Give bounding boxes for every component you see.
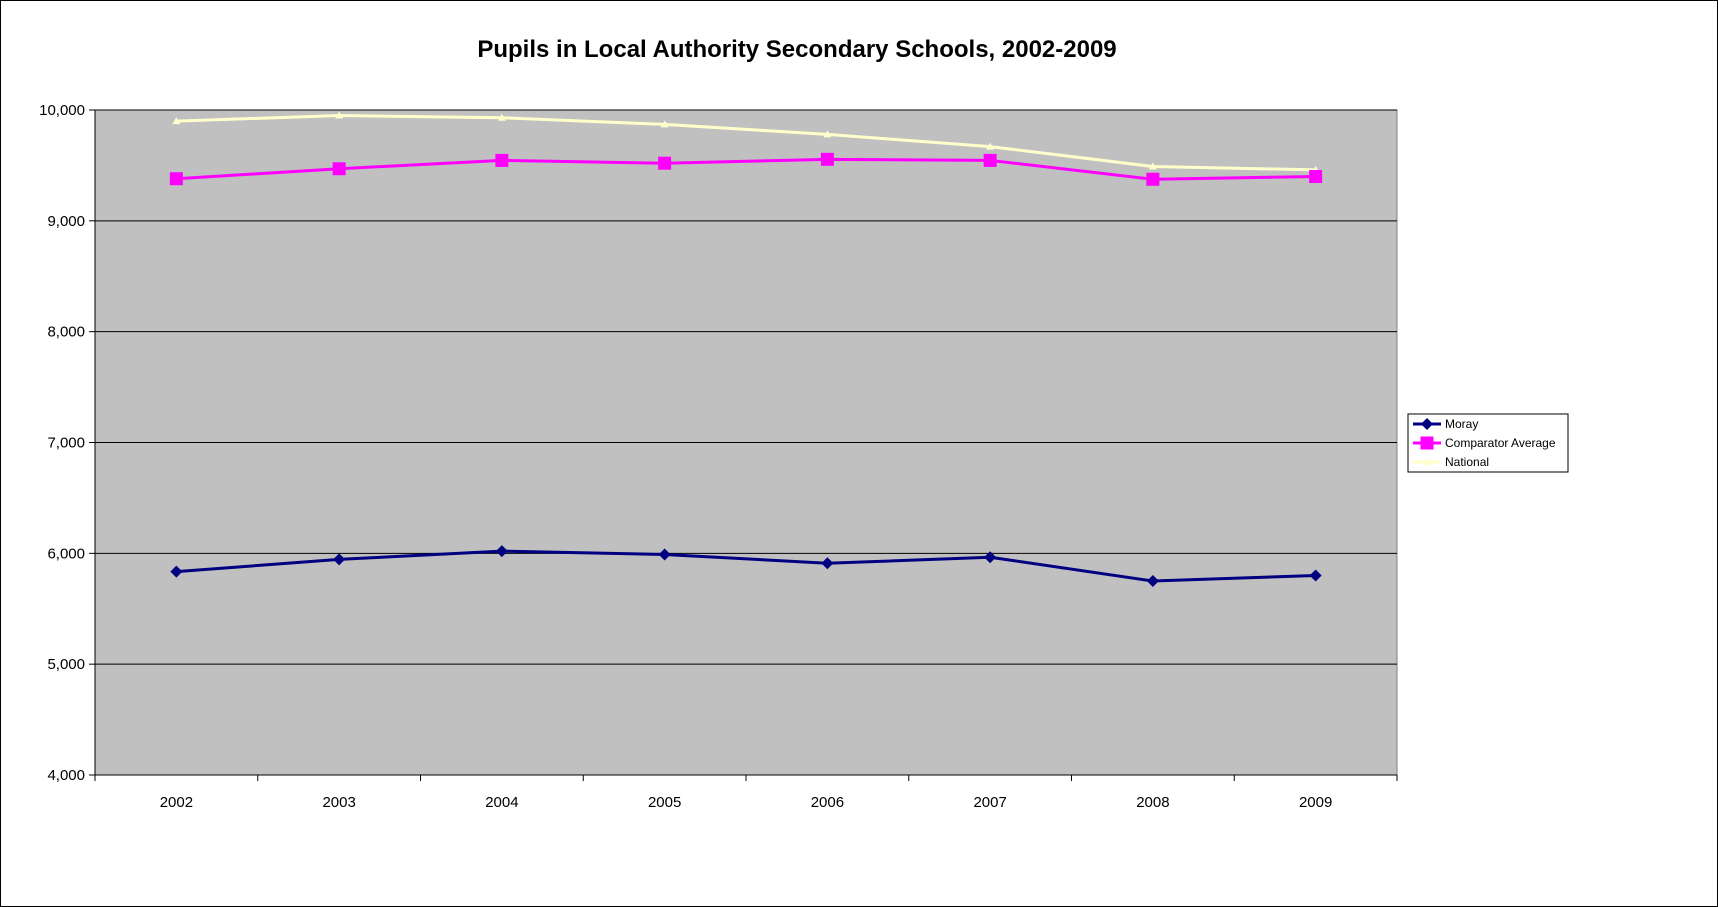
legend-swatch-marker bbox=[1423, 458, 1431, 465]
series-layer bbox=[169, 111, 1323, 588]
axes: 4,000 5,000 6,000 7,000 8,000 9,000 10,000 2002… bbox=[39, 102, 1398, 811]
data-point bbox=[658, 548, 671, 561]
legend-item: Moray bbox=[1413, 417, 1478, 431]
data-point bbox=[1146, 575, 1159, 588]
data-point bbox=[986, 142, 995, 150]
x-tick-label: 2007 bbox=[973, 794, 1006, 811]
legend-swatch-marker bbox=[1420, 436, 1434, 450]
series-comparator-average bbox=[169, 152, 1323, 186]
y-tick-label: 10,000 bbox=[39, 102, 85, 119]
data-point bbox=[821, 557, 834, 570]
y-tick-label: 5,000 bbox=[47, 656, 85, 673]
series-national bbox=[172, 111, 1320, 173]
legend-label: Comparator Average bbox=[1445, 436, 1556, 450]
x-tick-label: 2004 bbox=[485, 794, 518, 811]
series-moray bbox=[170, 545, 1322, 588]
chart-title: Pupils in Local Authority Secondary Scho… bbox=[477, 36, 1117, 63]
data-point bbox=[333, 553, 346, 566]
y-tick-label: 8,000 bbox=[47, 324, 85, 341]
data-point bbox=[169, 172, 183, 186]
legend-label: National bbox=[1445, 455, 1489, 469]
data-point bbox=[1148, 162, 1157, 170]
data-point bbox=[660, 120, 669, 128]
gridlines bbox=[95, 109, 1397, 665]
data-point bbox=[984, 551, 997, 564]
data-point bbox=[1309, 170, 1323, 183]
data-point bbox=[497, 113, 506, 121]
series-line bbox=[176, 114, 1316, 172]
legend-item: National bbox=[1413, 455, 1489, 469]
data-point bbox=[1309, 569, 1322, 582]
data-point bbox=[820, 152, 834, 166]
data-point bbox=[172, 117, 181, 125]
x-tick-label: 2005 bbox=[648, 794, 681, 811]
legend-swatch-marker bbox=[1421, 418, 1433, 430]
y-tick-label: 9,000 bbox=[47, 213, 85, 230]
data-point bbox=[170, 565, 183, 578]
data-point bbox=[658, 156, 672, 170]
x-tick-label: 2008 bbox=[1136, 794, 1169, 811]
y-tick-label: 6,000 bbox=[47, 545, 85, 562]
series-line bbox=[176, 549, 1316, 583]
series-line bbox=[176, 157, 1316, 181]
x-tick-label: 2002 bbox=[160, 794, 193, 811]
data-point bbox=[983, 153, 997, 167]
data-point bbox=[1146, 172, 1160, 186]
data-point bbox=[335, 111, 344, 119]
y-tick-label: 7,000 bbox=[47, 435, 85, 452]
y-tick-label: 4,000 bbox=[47, 767, 85, 784]
data-point bbox=[495, 545, 508, 558]
x-tick-label: 2009 bbox=[1299, 794, 1332, 811]
legend-item: Comparator Average bbox=[1413, 436, 1556, 450]
data-point bbox=[495, 153, 509, 167]
legend-label: Moray bbox=[1445, 417, 1478, 431]
legend: Moray Comparator Average National bbox=[1407, 413, 1569, 473]
data-point bbox=[332, 162, 346, 176]
x-tick-label: 2003 bbox=[322, 794, 355, 811]
data-point bbox=[823, 130, 832, 138]
x-tick-label: 2006 bbox=[811, 794, 844, 811]
